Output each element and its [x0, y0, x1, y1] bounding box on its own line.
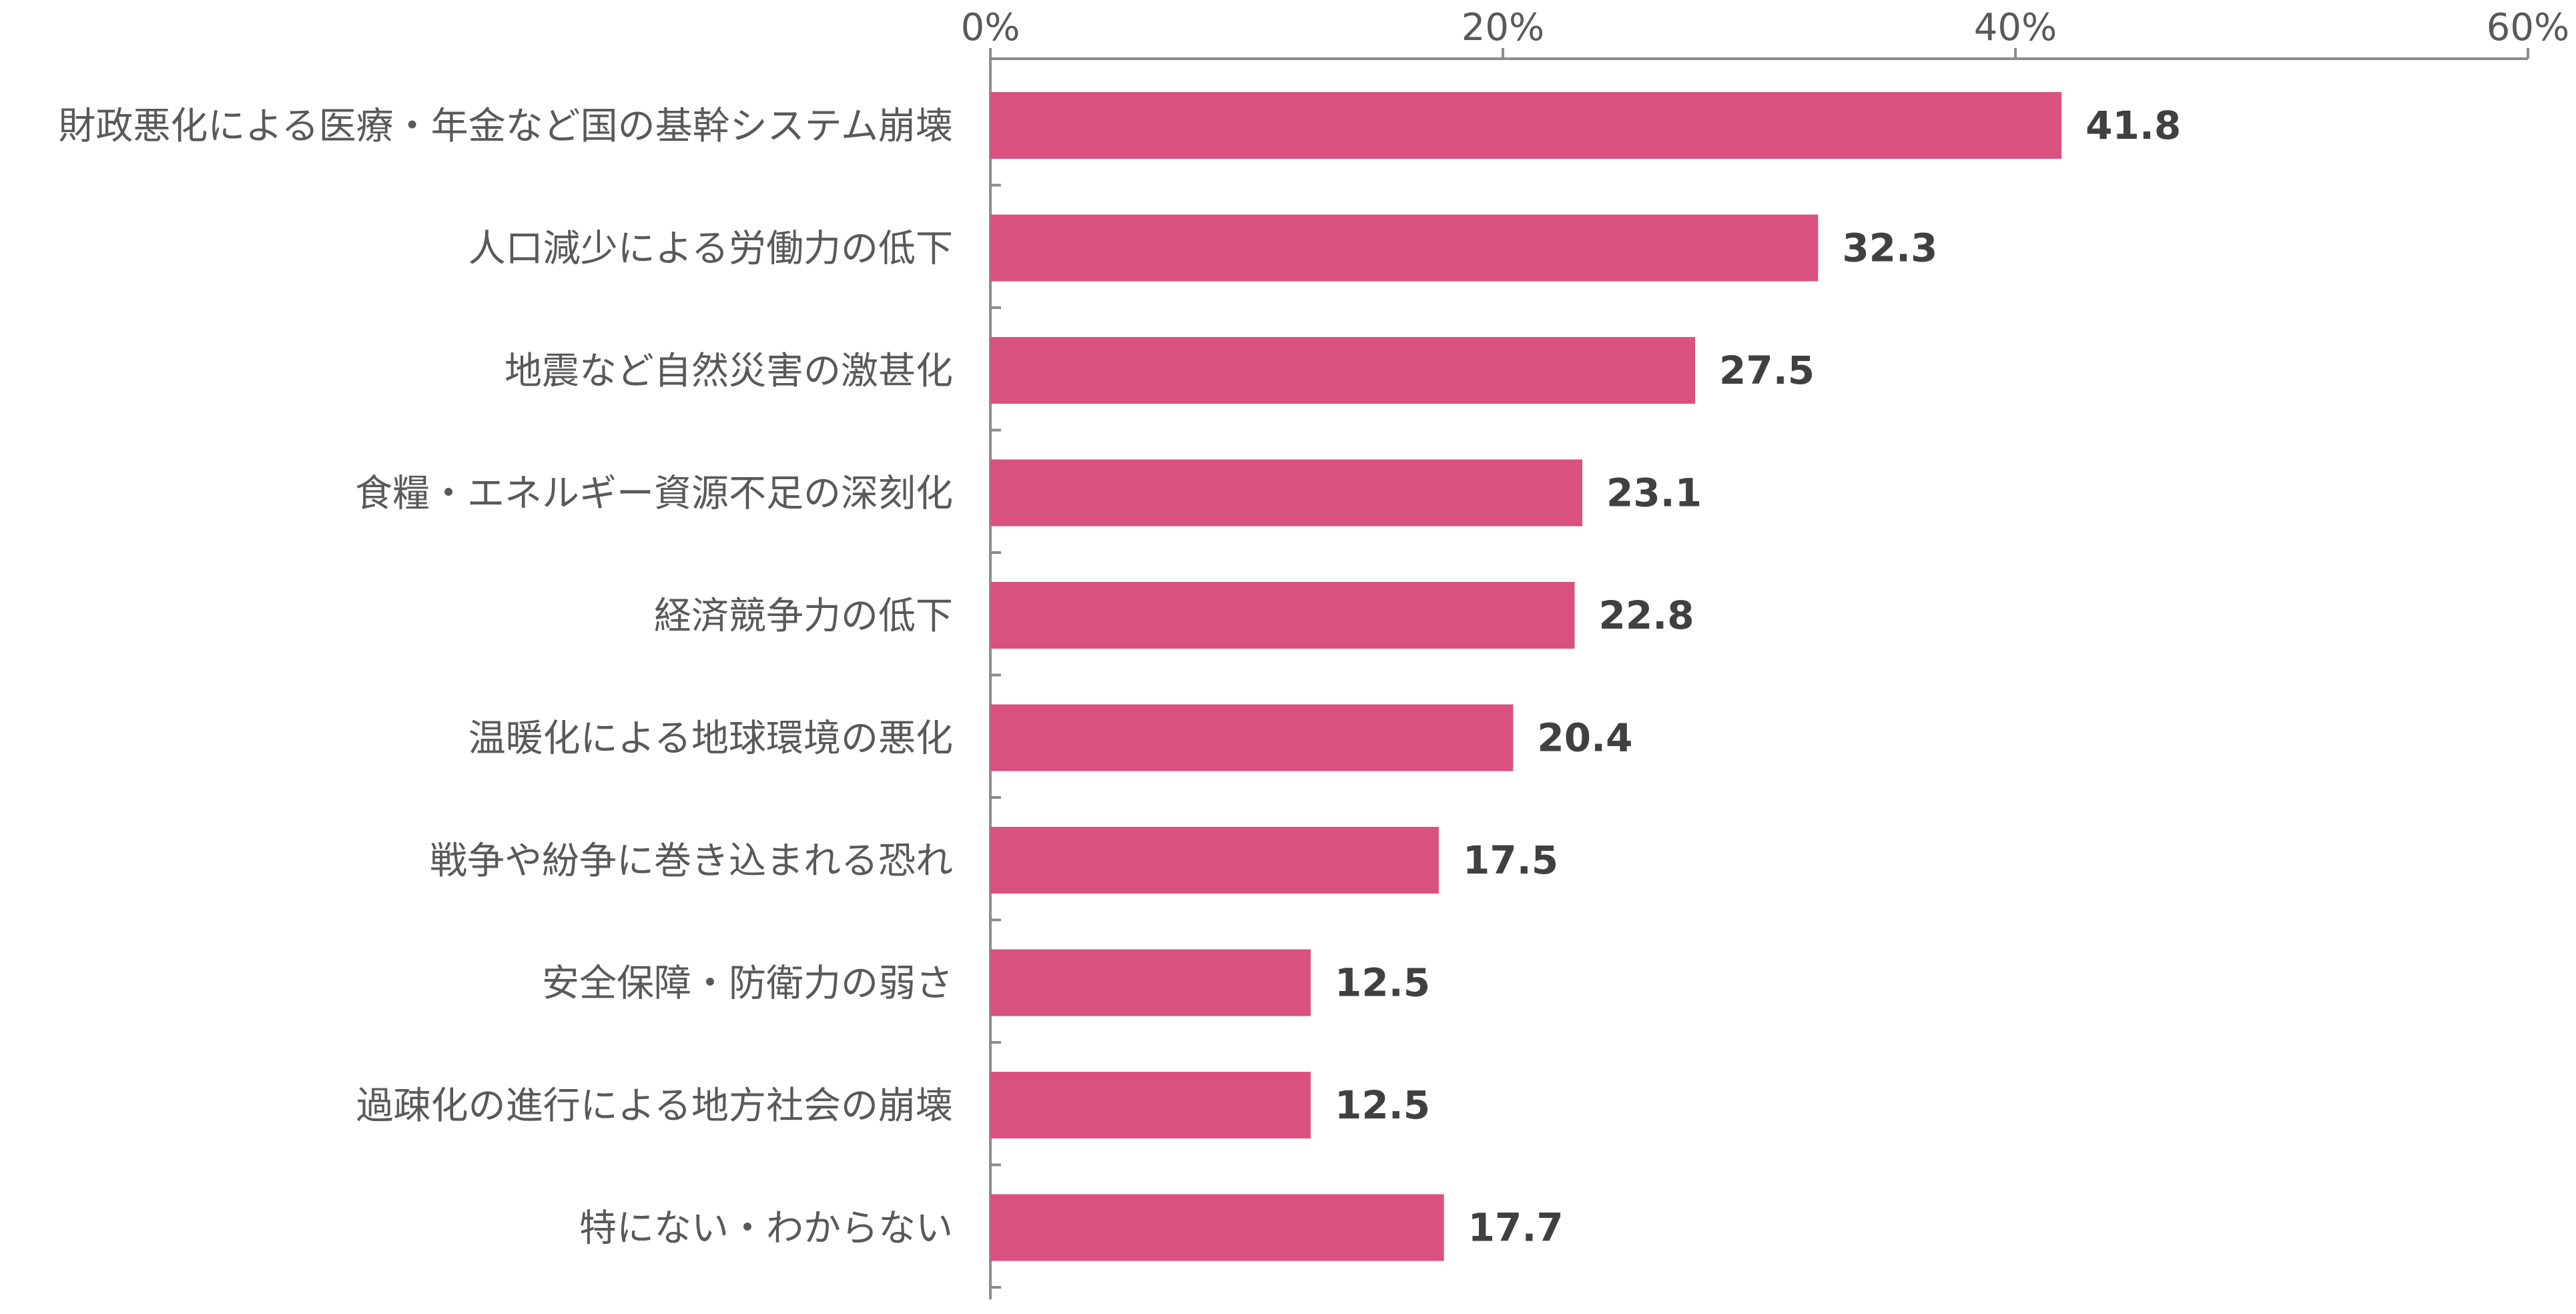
category-label: 人口減少による労働力の低下 — [468, 228, 953, 271]
value-label: 41.8 — [2085, 103, 2181, 148]
value-label: 17.7 — [1468, 1205, 1564, 1251]
value-label: 20.4 — [1537, 715, 1632, 761]
bar — [990, 704, 1514, 771]
bar — [990, 827, 1439, 894]
bar — [990, 1072, 1311, 1138]
value-label: 23.1 — [1606, 470, 1702, 516]
x-tick-label: 20% — [1462, 6, 1544, 49]
category-label: 特にない・わからない — [579, 1207, 953, 1251]
x-tick-label: 60% — [2487, 6, 2569, 49]
value-label: 12.5 — [1335, 960, 1430, 1006]
x-tick-label: 40% — [1974, 6, 2057, 49]
bar — [990, 92, 2062, 159]
value-label: 22.8 — [1599, 593, 1694, 638]
category-label: 安全保障・防衛力の弱さ — [542, 962, 953, 1006]
bar — [990, 1194, 1444, 1261]
category-label: 食糧・エネルギー資源不足の深刻化 — [355, 472, 953, 516]
x-tick-label: 0% — [961, 6, 1020, 49]
bar — [990, 214, 1819, 282]
category-label: 戦争や紛争に巻き込まれる恐れ — [430, 840, 953, 883]
value-label: 17.5 — [1463, 838, 1558, 883]
bar — [990, 949, 1311, 1016]
category-label: 財政悪化による医療・年金など国の基幹システム崩壊 — [58, 105, 953, 148]
bar — [990, 582, 1575, 649]
value-label: 27.5 — [1719, 348, 1815, 393]
category-label: 経済競争力の低下 — [654, 595, 953, 638]
category-label: 地震など自然災害の激甚化 — [505, 350, 953, 393]
bar — [990, 459, 1583, 527]
value-label: 32.3 — [1842, 226, 1937, 271]
category-label: 温暖化による地球環境の悪化 — [468, 717, 953, 761]
bar — [990, 337, 1695, 404]
value-label: 12.5 — [1335, 1082, 1430, 1128]
category-label: 過疎化の進行による地方社会の崩壊 — [356, 1084, 953, 1128]
